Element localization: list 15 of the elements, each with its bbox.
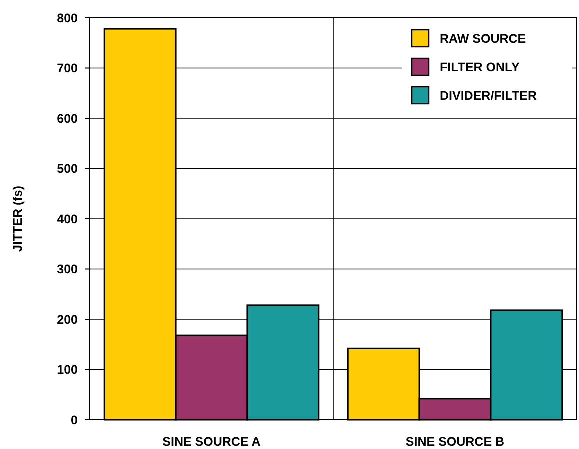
y-tick-label: 400 [57, 212, 78, 226]
x-tick-label: SINE SOURCE A [162, 435, 261, 449]
y-tick-label: 300 [57, 262, 78, 277]
y-tick-label: 500 [57, 162, 78, 176]
legend-label: DIVIDER/FILTER [440, 89, 537, 103]
y-tick-label: 600 [57, 112, 78, 126]
legend-label: FILTER ONLY [440, 60, 521, 74]
y-tick-label: 700 [57, 62, 78, 76]
y-axis-title: JITTER (fs) [11, 186, 25, 252]
legend-label: RAW SOURCE [440, 32, 526, 46]
y-tick-label: 0 [71, 413, 78, 428]
x-tick-label: SINE SOURCE B [406, 435, 505, 449]
y-tick-label: 200 [57, 312, 78, 327]
y-tick-label: 100 [57, 363, 78, 378]
y-tick-label: 800 [57, 11, 78, 26]
